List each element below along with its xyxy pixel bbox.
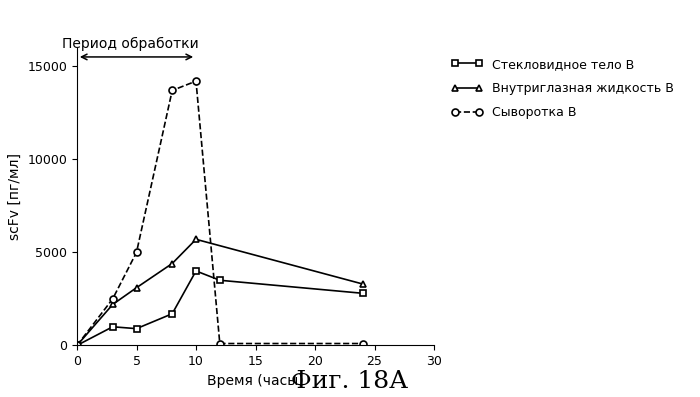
Внутриглазная жидкость В xyxy=(192,237,200,242)
Стекловидное тело В xyxy=(132,326,141,331)
Стекловидное тело В xyxy=(168,311,176,316)
Legend: Стекловидное тело В, Внутриглазная жидкость В, Сыворотка В: Стекловидное тело В, Внутриглазная жидко… xyxy=(447,54,678,123)
Внутриглазная жидкость В xyxy=(132,285,141,290)
Сыворотка В xyxy=(168,88,176,93)
Сыворотка В xyxy=(358,341,367,346)
Text: Фиг. 18А: Фиг. 18А xyxy=(291,370,409,393)
Line: Сыворотка В: Сыворотка В xyxy=(74,78,366,349)
Сыворотка В xyxy=(108,297,117,301)
Line: Внутриглазная жидкость В: Внутриглазная жидкость В xyxy=(74,236,366,349)
X-axis label: Время (часы): Время (часы) xyxy=(207,374,304,387)
Text: Период обработки: Период обработки xyxy=(62,37,199,51)
Сыворотка В xyxy=(132,250,141,255)
Y-axis label: scFv [пг/мл]: scFv [пг/мл] xyxy=(8,153,22,240)
Стекловидное тело В xyxy=(216,278,224,283)
Стекловидное тело В xyxy=(108,324,117,329)
Стекловидное тело В xyxy=(358,291,367,296)
Стекловидное тело В xyxy=(73,343,81,348)
Внутриглазная жидкость В xyxy=(358,281,367,286)
Стекловидное тело В xyxy=(192,268,200,273)
Внутриглазная жидкость В xyxy=(108,302,117,307)
Сыворотка В xyxy=(73,343,81,348)
Внутриглазная жидкость В xyxy=(168,261,176,266)
Сыворотка В xyxy=(216,341,224,346)
Line: Стекловидное тело В: Стекловидное тело В xyxy=(74,268,366,349)
Внутриглазная жидкость В xyxy=(73,343,81,348)
Сыворотка В xyxy=(192,79,200,83)
